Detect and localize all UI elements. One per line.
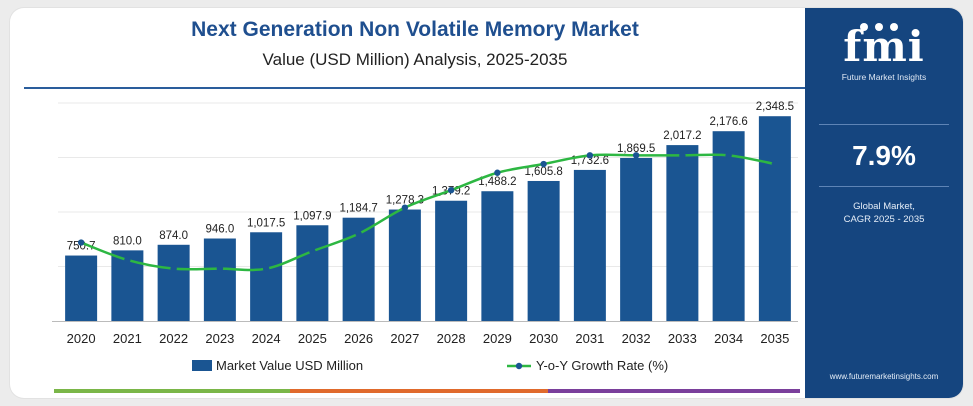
strip-orange: [290, 389, 548, 393]
chart-subtitle: Value (USD Million) Analysis, 2025-2035: [262, 50, 568, 69]
x-tick-label: 2020: [67, 331, 96, 346]
legend-bar-label: Market Value USD Million: [216, 358, 363, 373]
data-label: 1,017.5: [247, 217, 285, 229]
growth-point: [262, 265, 270, 272]
bar: [758, 116, 791, 321]
legend-bar-swatch: [192, 360, 212, 371]
bar: [620, 157, 653, 321]
x-tick-label: 2029: [483, 331, 512, 346]
data-label: 2,017.2: [663, 130, 701, 142]
growth-point: [447, 187, 455, 194]
legend-line-marker: [515, 362, 523, 370]
bar: [712, 131, 745, 321]
data-label: 1,097.9: [293, 210, 331, 222]
bar: [481, 191, 514, 321]
bar: [250, 232, 283, 321]
data-label: 810.0: [113, 235, 142, 247]
growth-point: [540, 160, 547, 168]
bar: [157, 244, 190, 321]
growth-point: [401, 204, 409, 211]
data-label: 946.0: [205, 224, 234, 236]
logo-dots-icon: [860, 18, 905, 36]
growth-point: [216, 265, 224, 272]
chart-title: Next Generation Non Volatile Memory Mark…: [191, 18, 639, 41]
bar: [527, 180, 560, 321]
x-tick-label: 2030: [529, 331, 558, 346]
strip-green: [54, 389, 290, 393]
sidebar-divider-top: [819, 124, 949, 125]
x-tick-label: 2032: [622, 331, 651, 346]
x-tick-label: 2027: [390, 331, 419, 346]
growth-point: [632, 152, 640, 159]
x-tick-label: 2034: [714, 331, 743, 346]
logo-subtitle: Future Market Insights: [841, 72, 927, 82]
data-label: 2,176.6: [709, 116, 747, 128]
data-label: 1,184.7: [339, 203, 377, 215]
cagr-label-line2: CAGR 2025 - 2035: [843, 214, 925, 225]
title-divider: [24, 87, 808, 89]
growth-point: [309, 248, 316, 255]
cagr-value: 7.9%: [852, 140, 916, 171]
data-label: 1,605.8: [524, 166, 562, 178]
bar: [666, 145, 699, 321]
bar: [573, 169, 606, 321]
growth-point: [124, 256, 131, 264]
data-label: 2,348.5: [756, 101, 794, 113]
bar: [388, 209, 421, 321]
growth-line: [80, 153, 776, 272]
growth-point: [771, 160, 779, 168]
bar: [203, 238, 236, 321]
strip-purple: [548, 389, 800, 393]
data-label: 1,869.5: [617, 143, 655, 155]
x-tick-label: 2026: [344, 331, 373, 346]
bar: [296, 225, 329, 321]
sidebar-panel: fmi Future Market Insights 7.9% Global M…: [805, 8, 963, 398]
cagr-label: Global Market, CAGR 2025 - 2035: [805, 200, 963, 226]
x-tick-label: 2024: [252, 331, 281, 346]
growth-point: [725, 152, 732, 159]
growth-point: [355, 230, 362, 237]
x-tick-label: 2023: [205, 331, 234, 346]
chart-card: Next Generation Non Volatile Memory Mark…: [10, 8, 963, 398]
x-tick-label: 2031: [575, 331, 604, 346]
x-tick-label: 2033: [668, 331, 697, 346]
growth-point: [77, 239, 85, 246]
data-label: 750.7: [67, 241, 96, 253]
x-tick-label: 2022: [159, 331, 188, 346]
sidebar-divider-bottom: [819, 186, 949, 187]
growth-point: [170, 265, 177, 272]
data-label: 874.0: [159, 230, 188, 242]
logo: fmi: [843, 22, 925, 71]
bar: [65, 255, 98, 321]
growth-point: [586, 152, 594, 159]
data-label: 1,488.2: [478, 176, 516, 188]
website-text: www.futuremarketinsights.com: [829, 372, 939, 381]
x-tick-label: 2025: [298, 331, 327, 346]
growth-point: [679, 152, 686, 159]
x-tick-label: 2028: [437, 331, 466, 346]
data-label: 1,732.6: [571, 155, 609, 167]
x-tick-label: 2035: [760, 331, 789, 346]
growth-point: [494, 169, 501, 176]
chart-plot: 750.7 2020 810.0 2021 874.0 2022 946.0 2023 1,01…: [52, 101, 798, 373]
bar: [435, 200, 468, 321]
cagr-label-line1: Global Market,: [853, 201, 915, 212]
legend-line-label: Y-o-Y Growth Rate (%): [536, 358, 668, 373]
x-tick-label: 2021: [113, 331, 142, 346]
